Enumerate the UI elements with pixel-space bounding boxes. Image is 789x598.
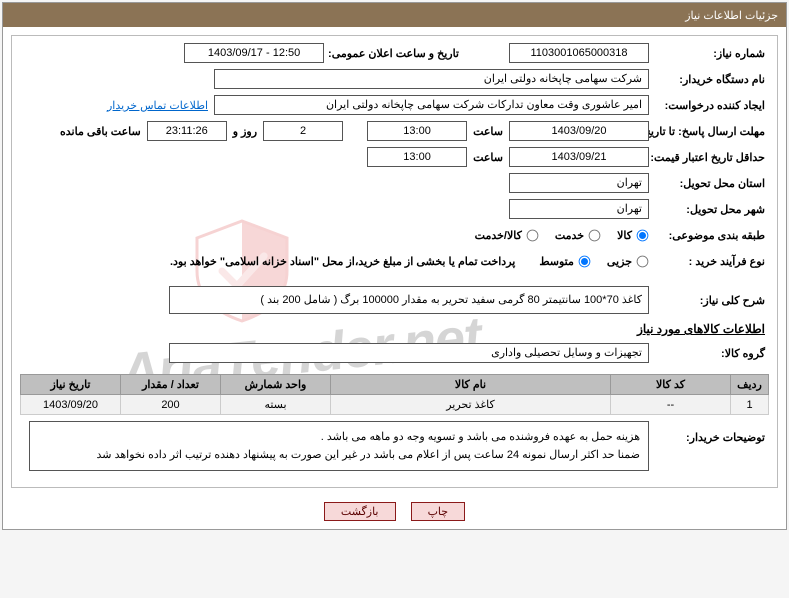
th-row: ردیف xyxy=(731,375,769,395)
category-group: کالا خدمت کالا/خدمت xyxy=(461,229,649,242)
payment-note: پرداخت تمام یا بخشی از مبلغ خرید،از محل … xyxy=(170,255,515,268)
item-group-label: گروه کالا: xyxy=(649,347,769,360)
dialog-title: جزئیات اطلاعات نیاز xyxy=(3,3,786,27)
back-button[interactable]: بازگشت xyxy=(324,502,396,521)
category-kala[interactable]: کالا xyxy=(617,229,649,242)
province-label: استان محل تحویل: xyxy=(649,177,769,190)
announce-date-field: 12:50 - 1403/09/17 xyxy=(184,43,324,63)
province-field: تهران xyxy=(509,173,649,193)
cell-code: -- xyxy=(611,395,731,415)
requester-label: ایجاد کننده درخواست: xyxy=(649,99,769,112)
th-unit: واحد شمارش xyxy=(221,375,331,395)
buyer-notes-line1: هزینه حمل به عهده فروشنده می باشد و تسوی… xyxy=(38,428,640,446)
buyer-notes-label: توضیحات خریدار: xyxy=(649,421,769,444)
deadline-time-field: 13:00 xyxy=(367,121,467,141)
radio-partial[interactable] xyxy=(637,255,649,267)
purchase-medium[interactable]: متوسط xyxy=(539,255,591,268)
print-button[interactable]: چاپ xyxy=(411,502,466,521)
th-name: نام کالا xyxy=(331,375,611,395)
radio-kalakhadamat[interactable] xyxy=(526,229,538,241)
city-field: تهران xyxy=(509,199,649,219)
items-table: ردیف کد کالا نام کالا واحد شمارش تعداد /… xyxy=(20,374,769,415)
purchase-type-label: نوع فرآیند خرید : xyxy=(649,255,769,268)
general-desc-field: کاغذ 70*100 سانتیمتر 80 گرمی سفید تحریر … xyxy=(169,286,649,314)
cell-name: کاغذ تحریر xyxy=(331,395,611,415)
th-code: کد کالا xyxy=(611,375,731,395)
buyer-notes-line2: ضمنا حد اکثر ارسال نمونه 24 ساعت پس از ا… xyxy=(38,446,640,464)
purchase-partial[interactable]: جزیی xyxy=(607,255,649,268)
days-and-label: روز و xyxy=(233,125,257,138)
cell-unit: بسته xyxy=(221,395,331,415)
need-number-field: 1103001065000318 xyxy=(509,43,649,63)
deadline-label: مهلت ارسال پاسخ: تا تاریخ: xyxy=(649,125,769,138)
dialog: جزئیات اطلاعات نیاز AriaTender.net شماره… xyxy=(2,2,787,530)
cell-row: 1 xyxy=(731,395,769,415)
days-left-field: 2 xyxy=(263,121,343,141)
category-kalakhadamat[interactable]: کالا/خدمت xyxy=(475,229,539,242)
buyer-org-field: شرکت سهامی چاپخانه دولتی ایران xyxy=(214,69,649,89)
category-label: طبقه بندی موضوعی: xyxy=(649,229,769,242)
items-section-title: اطلاعات کالاهای مورد نیاز xyxy=(24,322,765,336)
footer: چاپ بازگشت xyxy=(3,496,786,529)
time-left-field: 23:11:26 xyxy=(147,121,227,141)
requester-field: امیر عاشوری وقت معاون تدارکات شرکت سهامی… xyxy=(214,95,649,115)
general-desc-label: شرح کلی نیاز: xyxy=(649,294,769,307)
need-number-label: شماره نیاز: xyxy=(649,47,769,60)
buyer-contact-link[interactable]: اطلاعات تماس خریدار xyxy=(107,99,208,112)
buyer-notes-box: هزینه حمل به عهده فروشنده می باشد و تسوی… xyxy=(29,421,649,471)
announce-date-label: تاریخ و ساعت اعلان عمومی: xyxy=(324,47,463,60)
item-group-field: تجهیزات و وسایل تحصیلی واداری xyxy=(169,343,649,363)
city-label: شهر محل تحویل: xyxy=(649,203,769,216)
min-validity-time-field: 13:00 xyxy=(367,147,467,167)
category-khadamat[interactable]: خدمت xyxy=(555,229,601,242)
radio-kala[interactable] xyxy=(637,229,649,241)
radio-medium[interactable] xyxy=(579,255,591,267)
deadline-date-field: 1403/09/20 xyxy=(509,121,649,141)
remaining-label: ساعت باقی مانده xyxy=(60,125,141,138)
radio-khadamat[interactable] xyxy=(589,229,601,241)
cell-qty: 200 xyxy=(121,395,221,415)
buyer-org-label: نام دستگاه خریدار: xyxy=(649,73,769,86)
min-validity-date-field: 1403/09/21 xyxy=(509,147,649,167)
hour-label-1: ساعت xyxy=(473,125,503,138)
th-need-date: تاریخ نیاز xyxy=(21,375,121,395)
cell-need-date: 1403/09/20 xyxy=(21,395,121,415)
table-row: 1 -- کاغذ تحریر بسته 200 1403/09/20 xyxy=(21,395,769,415)
hour-label-2: ساعت xyxy=(473,151,503,164)
content: AriaTender.net شماره نیاز: 1103001065000… xyxy=(11,35,778,488)
th-qty: تعداد / مقدار xyxy=(121,375,221,395)
purchase-type-group: جزیی متوسط xyxy=(525,255,649,268)
